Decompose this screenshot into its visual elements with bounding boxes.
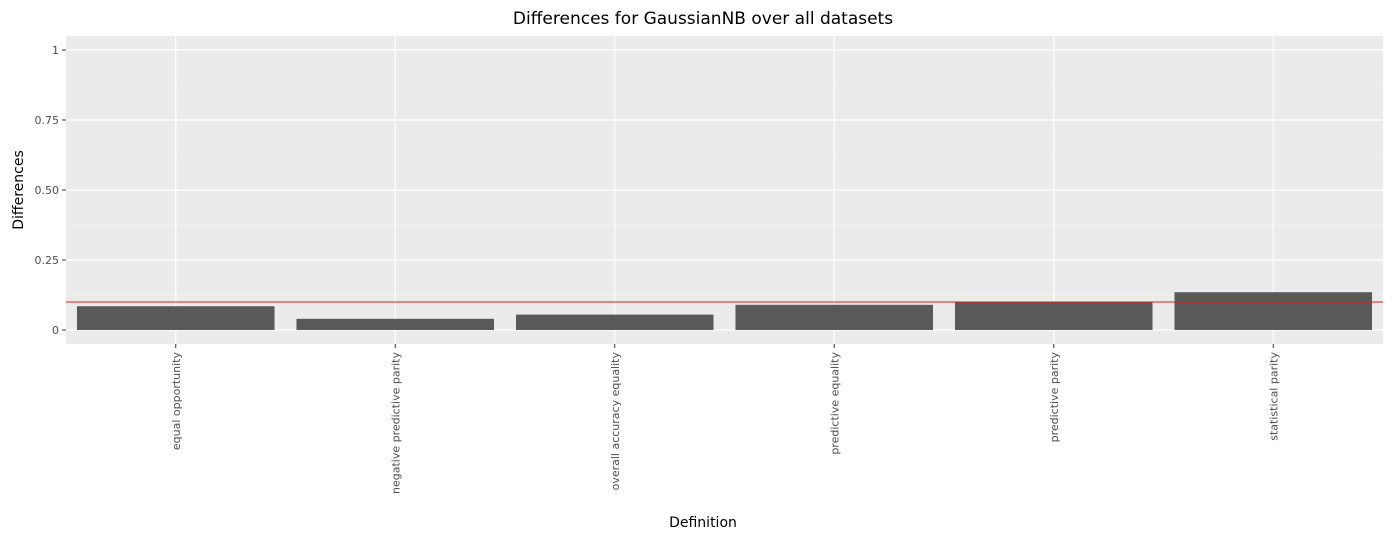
bars [76, 292, 1373, 330]
x-tick-label: predictive parity [1048, 352, 1061, 443]
chart-title: Differences for GaussianNB over all data… [513, 9, 893, 29]
minor-gridlines [66, 84, 1383, 296]
bar-0 [76, 306, 275, 330]
bar-4 [954, 302, 1153, 330]
x-tick-label: predictive equality [828, 352, 841, 455]
x-axis: equal opportunity negative predictive par… [170, 344, 1280, 494]
x-tick-label: overall accuracy equality [609, 352, 622, 491]
y-axis: 0 0.25 0.50 0.75 1 [35, 44, 66, 337]
bar-2 [515, 314, 714, 330]
bar-1 [296, 318, 495, 330]
major-gridlines [66, 36, 1383, 344]
bar-3 [735, 304, 934, 330]
y-tick-label: 0.75 [35, 114, 60, 127]
y-tick-label: 1 [52, 44, 59, 57]
x-tick-label: equal opportunity [170, 352, 183, 451]
x-axis-title: Definition [669, 515, 737, 531]
bar-5 [1174, 292, 1373, 330]
y-tick-label: 0 [52, 324, 59, 337]
y-tick-label: 0.25 [35, 254, 60, 267]
y-axis-title: Differences [11, 150, 27, 229]
x-tick-label: statistical parity [1267, 352, 1280, 441]
y-tick-label: 0.50 [35, 184, 60, 197]
x-tick-label: negative predictive parity [389, 352, 402, 494]
